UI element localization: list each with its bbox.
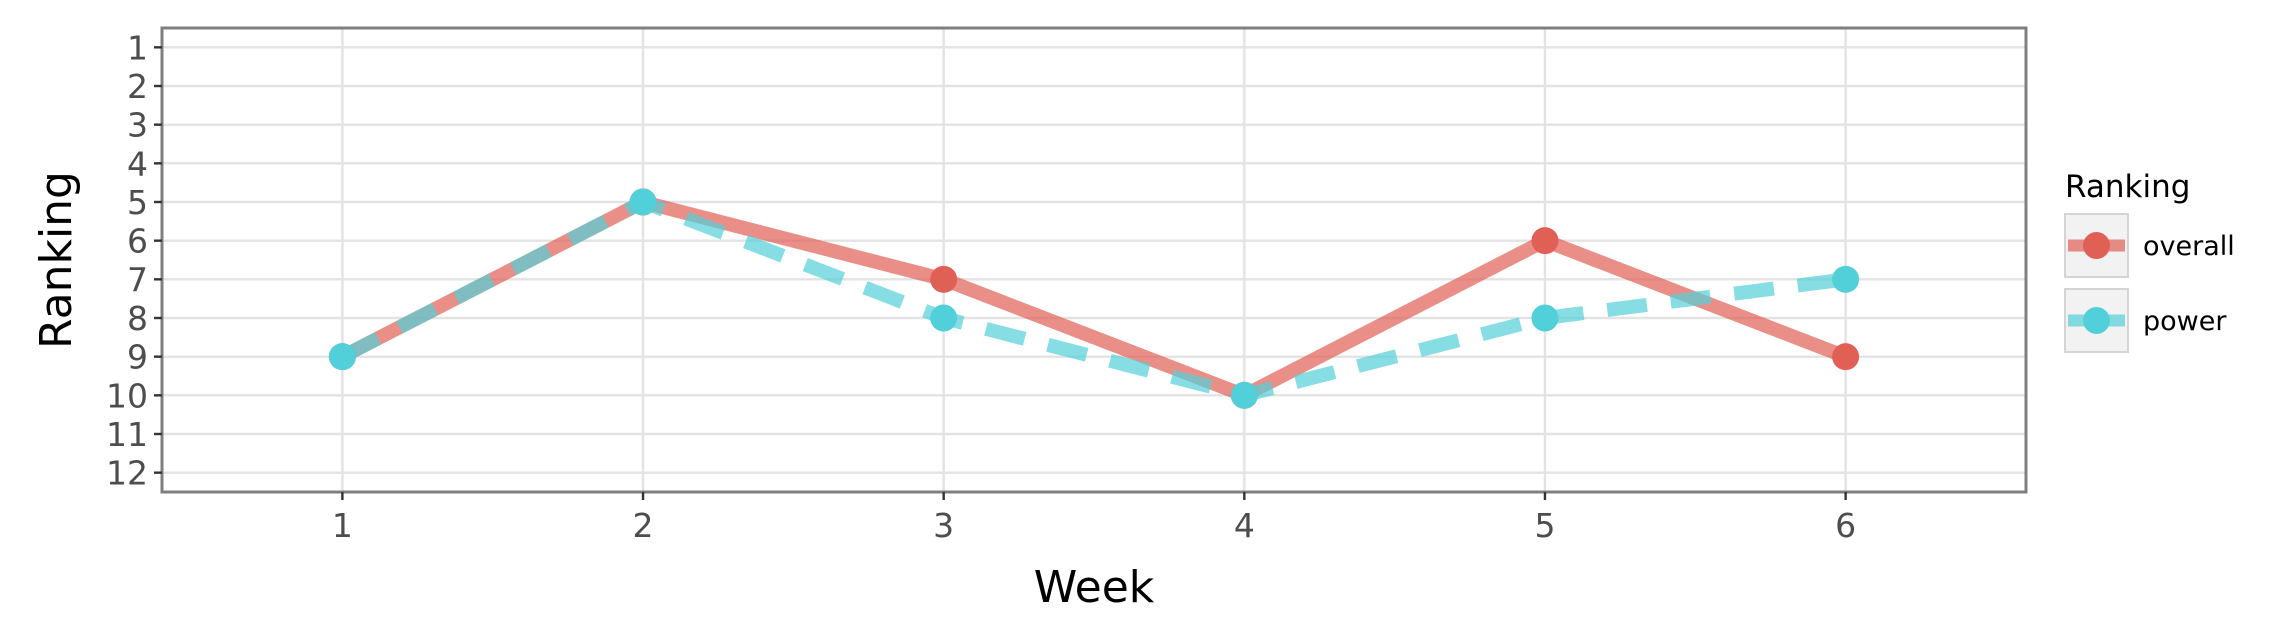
x-tick-label: 3 [933,506,954,545]
data-point-overall [930,265,958,293]
x-tick-label: 5 [1534,506,1555,545]
y-tick-label: 10 [106,376,148,415]
y-tick-label: 7 [127,260,148,299]
x-axis: 1 2 3 4 5 6 [332,492,1856,545]
y-axis-title: Ranking [31,171,82,349]
data-point-power [930,304,958,332]
series-layer [328,188,1860,409]
y-tick-label: 12 [106,454,148,493]
y-tick-label: 3 [127,106,148,145]
y-tick-label: 11 [106,415,148,454]
plot-panel [162,28,2026,492]
x-tick-label: 4 [1234,506,1255,545]
x-tick-label: 2 [633,506,654,545]
data-point-power [328,343,356,371]
legend: Ranking overall power [2064,169,2235,353]
x-tick-label: 6 [1835,506,1856,545]
data-point-power [1531,304,1559,332]
legend-key-point [2083,307,2110,334]
y-tick-label: 9 [127,338,148,377]
x-axis-title: Week [1034,562,1155,613]
data-point-power [1832,265,1860,293]
legend-label-power: power [2143,306,2227,337]
data-point-power [629,188,657,216]
data-point-power [1230,381,1258,409]
plot-panel-border [160,26,2028,494]
y-tick-label: 6 [127,222,148,261]
legend-key-point [2083,232,2110,259]
y-tick-label: 2 [127,67,148,106]
y-tick-label: 5 [127,183,148,222]
y-tick-label: 4 [127,144,148,183]
legend-label-overall: overall [2143,231,2235,262]
data-point-overall [1531,227,1559,255]
series-line-power [339,195,1847,403]
grid-lines [162,28,2026,492]
legend-title: Ranking [2065,169,2190,205]
y-tick-label: 1 [127,28,148,67]
x-tick-label: 1 [332,506,353,545]
y-tick-label: 8 [127,299,148,338]
data-point-overall [1832,343,1860,371]
